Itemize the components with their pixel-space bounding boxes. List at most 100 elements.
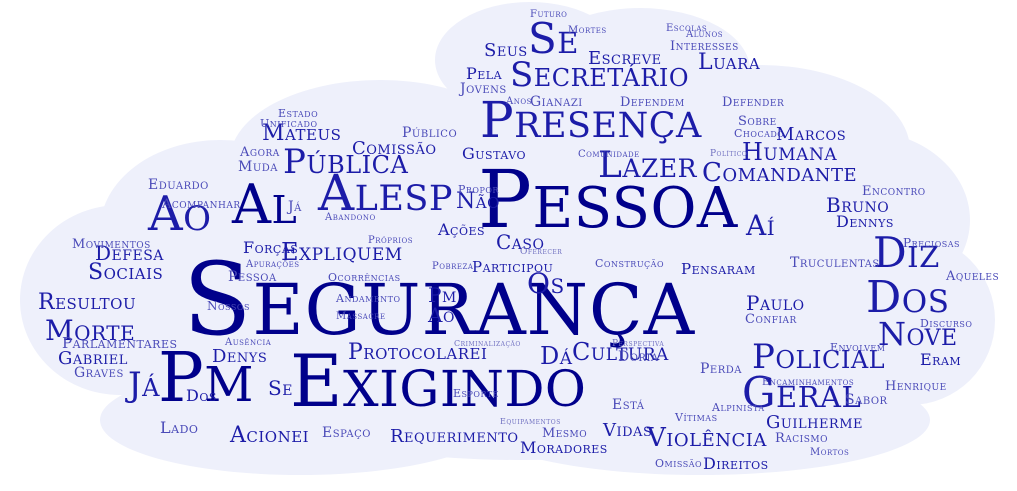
word-preciosas: Preciosas <box>903 236 961 250</box>
cloud-fill <box>20 2 995 475</box>
word-ocorrencias: Ocorrências <box>328 271 401 284</box>
word-bruno: Bruno <box>826 193 890 217</box>
word-movimentos: Movimentos <box>72 237 151 252</box>
word-presenca: Presença <box>480 91 702 149</box>
word-comissao: Comissão <box>352 138 437 159</box>
word-expliquem: Expliquem <box>281 238 403 266</box>
word-envolvem: Envolvem <box>830 341 886 354</box>
word-lado: Lado <box>160 418 199 437</box>
word-paulo: Paulo <box>746 291 805 315</box>
word-direitos: Direitos <box>703 454 769 473</box>
word-mesmo: Mesmo <box>542 426 588 441</box>
word-ja-small: Já <box>288 199 302 215</box>
word-exigindo: Exigindo <box>290 339 587 423</box>
word-gianazi: Gianazi <box>530 94 583 110</box>
word-geral: Geral <box>742 368 862 417</box>
word-estado: Estado <box>278 107 319 120</box>
word-truculentas: Truculentas <box>790 255 880 271</box>
word-espaco: Espaço <box>322 425 371 441</box>
word-jovens: Jovens <box>460 81 507 97</box>
word-dos-small: Dos <box>186 386 217 405</box>
word-os: Os <box>527 267 565 300</box>
word-equipamentos: Equipamentos <box>500 417 561 426</box>
word-al: Al <box>232 173 298 236</box>
word-violencia: Violência <box>647 423 767 453</box>
word-abandono: Abandono <box>325 212 376 223</box>
word-vidas: Vidas <box>603 420 653 441</box>
word-nossos: Nossos <box>207 299 250 313</box>
word-comandante: Comandante <box>702 158 858 188</box>
word-secretario: Secretário <box>510 55 690 95</box>
word-acompanhar: Acompanhar <box>162 197 241 212</box>
word-nao: Não <box>456 189 500 214</box>
word-pobreza: Pobreza <box>432 261 474 272</box>
word-alesp: Alesp <box>318 164 453 222</box>
word-perspectiva: Perspectiva <box>612 339 665 349</box>
word-pessoa: Pessoa <box>478 153 738 246</box>
word-escreve: Escreve <box>588 48 662 69</box>
word-encaminhamentos: Encaminhamentos <box>762 377 855 388</box>
word-graves: Graves <box>74 365 124 381</box>
word-gabriel: Gabriel <box>58 348 128 369</box>
word-guilherme: Guilherme <box>766 412 864 433</box>
word-ai: Aí <box>746 209 776 242</box>
word-ja: Já <box>128 365 160 405</box>
word-massacre: Massacre <box>336 311 386 322</box>
word-apuracoes: Apurações <box>246 259 300 270</box>
word-pensaram: Pensaram <box>681 260 756 278</box>
word-ao-small: Ao <box>428 303 455 327</box>
word-sociais: Sociais <box>88 260 164 285</box>
word-agora: Agora <box>240 145 280 160</box>
word-publico: Público <box>402 125 458 141</box>
word-seguranca: Segurança <box>183 241 696 358</box>
word-sabor: Sabor <box>845 392 888 408</box>
word-interesses: Interesses <box>670 39 739 54</box>
word-anos: Anos <box>506 96 532 107</box>
word-muda: Muda <box>238 159 279 175</box>
word-sobre: Sobre <box>738 114 777 129</box>
word-aqueles: Aqueles <box>946 269 1000 284</box>
word-encontro: Encontro <box>862 184 926 199</box>
word-dennys: Dennys <box>836 212 894 231</box>
word-esta: Está <box>612 397 645 413</box>
word-unificado: Unificado <box>260 117 318 130</box>
word-cultura: Cultura <box>572 338 669 366</box>
word-confiar: Confiar <box>745 312 797 327</box>
word-moradores: Moradores <box>520 438 608 457</box>
word-parlamentares: Parlamentares <box>62 334 178 352</box>
word-pessoa-small: Pessoa <box>228 269 277 285</box>
word-forcas: Forças <box>243 238 299 257</box>
word-politico: Político <box>710 149 748 159</box>
word-luara: Luara <box>698 50 761 75</box>
word-protocolarei: Protocolarei <box>348 340 488 365</box>
word-humana: Humana <box>742 138 838 166</box>
word-esporte: Esporte <box>453 387 500 400</box>
word-comunidade: Comunidade <box>578 149 640 160</box>
word-futuro: Futuro <box>530 9 568 20</box>
word-vitimas: Vítimas <box>675 411 718 424</box>
word-pm-small: Pm <box>428 283 457 307</box>
word-seus: Seus <box>484 40 528 61</box>
word-omissao: Omissão <box>655 457 703 470</box>
word-marcos: Marcos <box>776 124 847 145</box>
word-requerimento: Requerimento <box>390 426 519 447</box>
word-defesa: Defesa <box>95 241 164 265</box>
word-eram: Eram <box>920 350 962 369</box>
word-acionei: Acionei <box>230 423 310 448</box>
word-acoes: Ações <box>438 220 486 239</box>
word-discurso: Discurso <box>920 317 973 330</box>
word-pm: Pm <box>158 339 254 418</box>
word-racismo: Racismo <box>775 431 828 446</box>
word-defendem: Defendem <box>620 95 685 110</box>
word-se-small: Se <box>268 376 293 400</box>
word-escolas: Escolas <box>666 23 708 34</box>
word-nove: Nove <box>878 315 958 353</box>
word-mateus: Mateus <box>262 121 342 146</box>
word-doria: Doria <box>618 349 659 365</box>
word-policial: Policial <box>752 337 886 377</box>
word-diz: Diz <box>873 228 940 277</box>
word-perda: Perda <box>700 361 742 377</box>
word-henrique: Henrique <box>885 379 947 394</box>
